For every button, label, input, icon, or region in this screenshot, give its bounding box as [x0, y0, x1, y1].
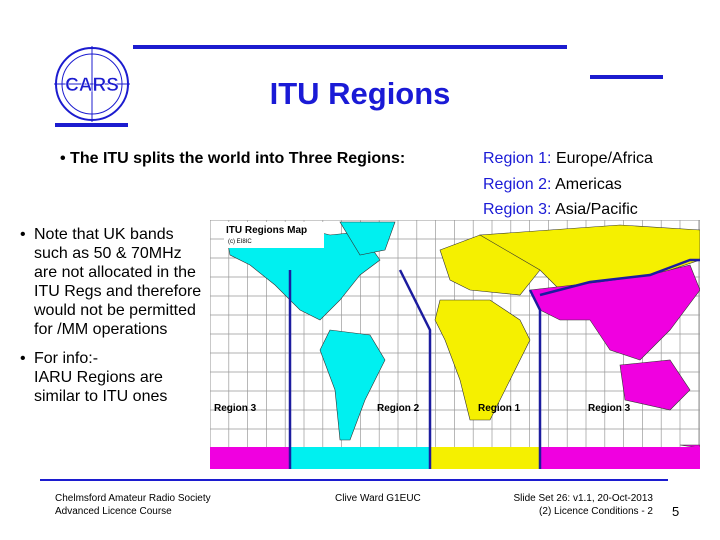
map-region-label: Region 3: [588, 403, 631, 414]
map-region-label: Region 1: [478, 403, 521, 414]
rule: [133, 45, 567, 49]
region-label: Region 3:: [483, 201, 552, 218]
logo: CARS: [54, 46, 130, 122]
bullet-text: The ITU splits the world into Three Regi…: [70, 150, 406, 167]
rule: [590, 75, 663, 79]
region-label: Region 1:: [483, 150, 552, 167]
bullet: For info:- IARU Regions are similar to IT…: [18, 349, 208, 406]
bullet-text: Note that UK bands such as 50 & 70MHz ar…: [34, 226, 202, 338]
rule: [40, 479, 668, 481]
map-credit: (c) EI8IC: [228, 239, 252, 245]
map-region-label: Region 3: [214, 403, 257, 414]
region-item: Region 1: Europe/Africa: [483, 150, 653, 168]
footer-right: Slide Set 26: v1.1, 20-Oct-2013 (2) Licen…: [480, 492, 653, 518]
region-name: Americas: [555, 176, 622, 193]
map-region-label: Region 2: [377, 403, 420, 414]
slide-title: ITU Regions: [269, 76, 451, 111]
bullet-text: For info:-: [34, 350, 99, 367]
region-item: Region 2: Americas: [483, 176, 622, 194]
rule: [55, 123, 128, 127]
map-title: ITU Regions Map: [226, 225, 307, 236]
logo-text: CARS: [65, 75, 119, 96]
region-name: Asia/Pacific: [555, 201, 638, 218]
region-item: Region 3: Asia/Pacific: [483, 201, 638, 219]
footer-text: (2) Licence Conditions - 2: [539, 506, 653, 517]
footer-text: Advanced Licence Course: [55, 506, 172, 517]
footer-text: Chelmsford Amateur Radio Society: [55, 493, 211, 504]
footer-center: Clive Ward G1EUC: [335, 493, 421, 504]
bullet: Note that UK bands such as 50 & 70MHz ar…: [18, 225, 208, 339]
page-number: 5: [672, 504, 680, 519]
footer-left: Chelmsford Amateur Radio Society Advanced…: [55, 492, 211, 518]
region-name: Europe/Africa: [555, 150, 653, 167]
bullet-text: IARU Regions are similar to ITU ones: [34, 369, 168, 405]
footer-text: Slide Set 26: v1.1, 20-Oct-2013: [513, 493, 653, 504]
bullet: • The ITU splits the world into Three Re…: [60, 150, 406, 167]
region-label: Region 2:: [483, 176, 552, 193]
map: ITU Regions Map (c) EI8IC Region 3 Regio…: [210, 220, 700, 469]
side-bullets: Note that UK bands such as 50 & 70MHz ar…: [18, 225, 208, 416]
